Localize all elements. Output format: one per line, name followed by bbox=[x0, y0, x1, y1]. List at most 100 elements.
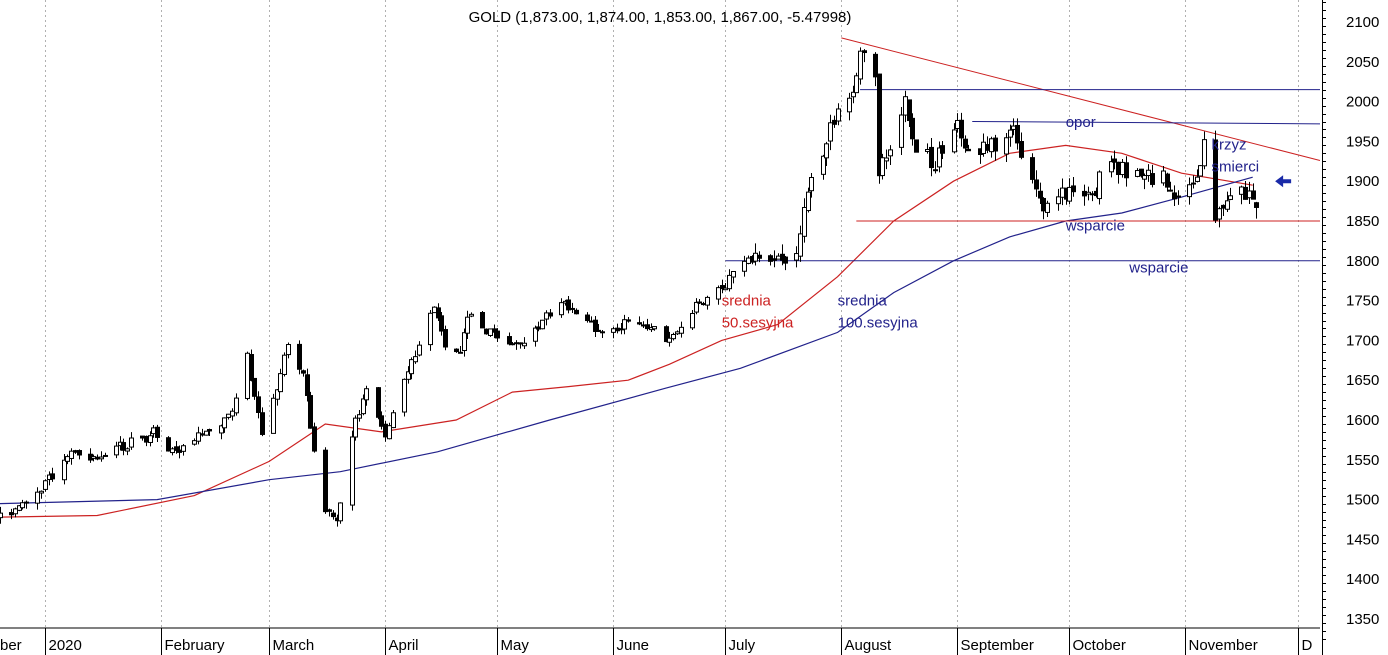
candle-body bbox=[862, 50, 867, 54]
candle-body bbox=[353, 417, 358, 438]
candle-body bbox=[125, 448, 130, 452]
candle-body bbox=[637, 322, 642, 325]
candle-body bbox=[1195, 176, 1200, 182]
month-label: October bbox=[1073, 637, 1126, 654]
candle-body bbox=[1019, 141, 1024, 158]
candle-body bbox=[495, 330, 500, 339]
candle-body bbox=[952, 129, 957, 153]
candle-body bbox=[963, 138, 968, 149]
candle-body bbox=[1165, 173, 1170, 188]
candle-body bbox=[95, 456, 100, 460]
annotation-label: srednia bbox=[838, 292, 888, 309]
candle-body bbox=[757, 254, 762, 259]
candle-body bbox=[50, 473, 55, 480]
candle-body bbox=[439, 315, 444, 332]
price-tick-label: 2000 bbox=[1346, 94, 1379, 111]
candle-body bbox=[940, 145, 945, 154]
candle-body bbox=[275, 389, 280, 400]
candle-body bbox=[1139, 168, 1144, 177]
candle-body bbox=[331, 512, 336, 518]
candle-body bbox=[701, 303, 706, 306]
candle-body bbox=[488, 328, 493, 336]
candle-body bbox=[925, 148, 930, 152]
candle-body bbox=[880, 157, 885, 177]
candle-body bbox=[1243, 186, 1248, 200]
candle-body bbox=[742, 260, 747, 272]
candle-body bbox=[219, 425, 224, 434]
candle-body bbox=[1161, 170, 1166, 184]
candle-body bbox=[723, 287, 728, 291]
candle-body bbox=[121, 442, 126, 451]
candle-body bbox=[417, 344, 422, 356]
candle-body bbox=[43, 480, 48, 490]
annotation-label: smierci bbox=[1212, 159, 1260, 176]
candle-body bbox=[245, 352, 250, 399]
month-label: June bbox=[617, 637, 650, 654]
candle-body bbox=[234, 397, 239, 414]
candle-body bbox=[514, 342, 519, 345]
candle-body bbox=[458, 351, 463, 354]
candle-body bbox=[0, 512, 3, 519]
candle-body bbox=[480, 311, 485, 329]
candle-body bbox=[436, 307, 441, 319]
month-label: 2020 bbox=[49, 637, 82, 654]
month-label: August bbox=[845, 637, 893, 654]
price-tick-label: 1600 bbox=[1346, 412, 1379, 429]
candle-body bbox=[622, 319, 627, 330]
candle-body bbox=[806, 191, 811, 212]
candle-body bbox=[1090, 193, 1095, 196]
candle-body bbox=[731, 271, 736, 278]
candle-body bbox=[323, 449, 328, 513]
candle-body bbox=[914, 139, 919, 153]
candle-body bbox=[77, 450, 82, 456]
candle-body bbox=[222, 417, 227, 429]
candle-body bbox=[387, 425, 392, 440]
candle-body bbox=[667, 337, 672, 343]
candle-body bbox=[794, 253, 799, 261]
candle-body bbox=[492, 328, 497, 333]
candle-body bbox=[200, 433, 205, 436]
candle-body bbox=[1030, 157, 1035, 180]
candle-body bbox=[802, 206, 807, 237]
candle-body bbox=[836, 108, 841, 122]
candle-body bbox=[1060, 187, 1065, 198]
candle-body bbox=[596, 329, 601, 332]
candle-body bbox=[959, 119, 964, 139]
candle-body bbox=[144, 435, 149, 443]
candle-body bbox=[933, 169, 938, 172]
candle-body bbox=[1225, 200, 1230, 210]
candle-body bbox=[955, 119, 960, 130]
candle-body bbox=[286, 344, 291, 356]
candle-body bbox=[966, 148, 971, 152]
line-downtrend bbox=[841, 37, 1321, 161]
candle-body bbox=[593, 319, 598, 332]
candle-body bbox=[705, 296, 710, 306]
candle-body bbox=[1116, 161, 1121, 176]
candle-body bbox=[1146, 169, 1151, 177]
candle-body bbox=[570, 307, 575, 310]
candle-body bbox=[589, 320, 594, 323]
candle-body bbox=[177, 449, 182, 453]
price-tick-label: 1800 bbox=[1346, 253, 1379, 270]
candle-body bbox=[907, 99, 912, 122]
candle-body bbox=[1045, 202, 1050, 213]
candle-body bbox=[443, 329, 448, 348]
candle-body bbox=[99, 456, 104, 460]
candle-body bbox=[271, 397, 276, 434]
month-label: May bbox=[501, 637, 530, 654]
candle-body bbox=[1097, 171, 1102, 200]
candle-body bbox=[888, 149, 893, 157]
candle-body bbox=[1112, 158, 1117, 163]
candle-body bbox=[821, 155, 826, 175]
candle-body bbox=[1202, 139, 1207, 167]
candle-body bbox=[694, 301, 699, 313]
candle-body bbox=[746, 257, 751, 264]
left-arrow-icon bbox=[1275, 175, 1292, 188]
candle-body bbox=[585, 314, 590, 322]
price-tick-label: 1400 bbox=[1346, 571, 1379, 588]
candle-body bbox=[1004, 137, 1009, 155]
candle-body bbox=[1187, 184, 1192, 198]
candle-body bbox=[544, 312, 549, 320]
candle-body bbox=[1082, 190, 1087, 197]
